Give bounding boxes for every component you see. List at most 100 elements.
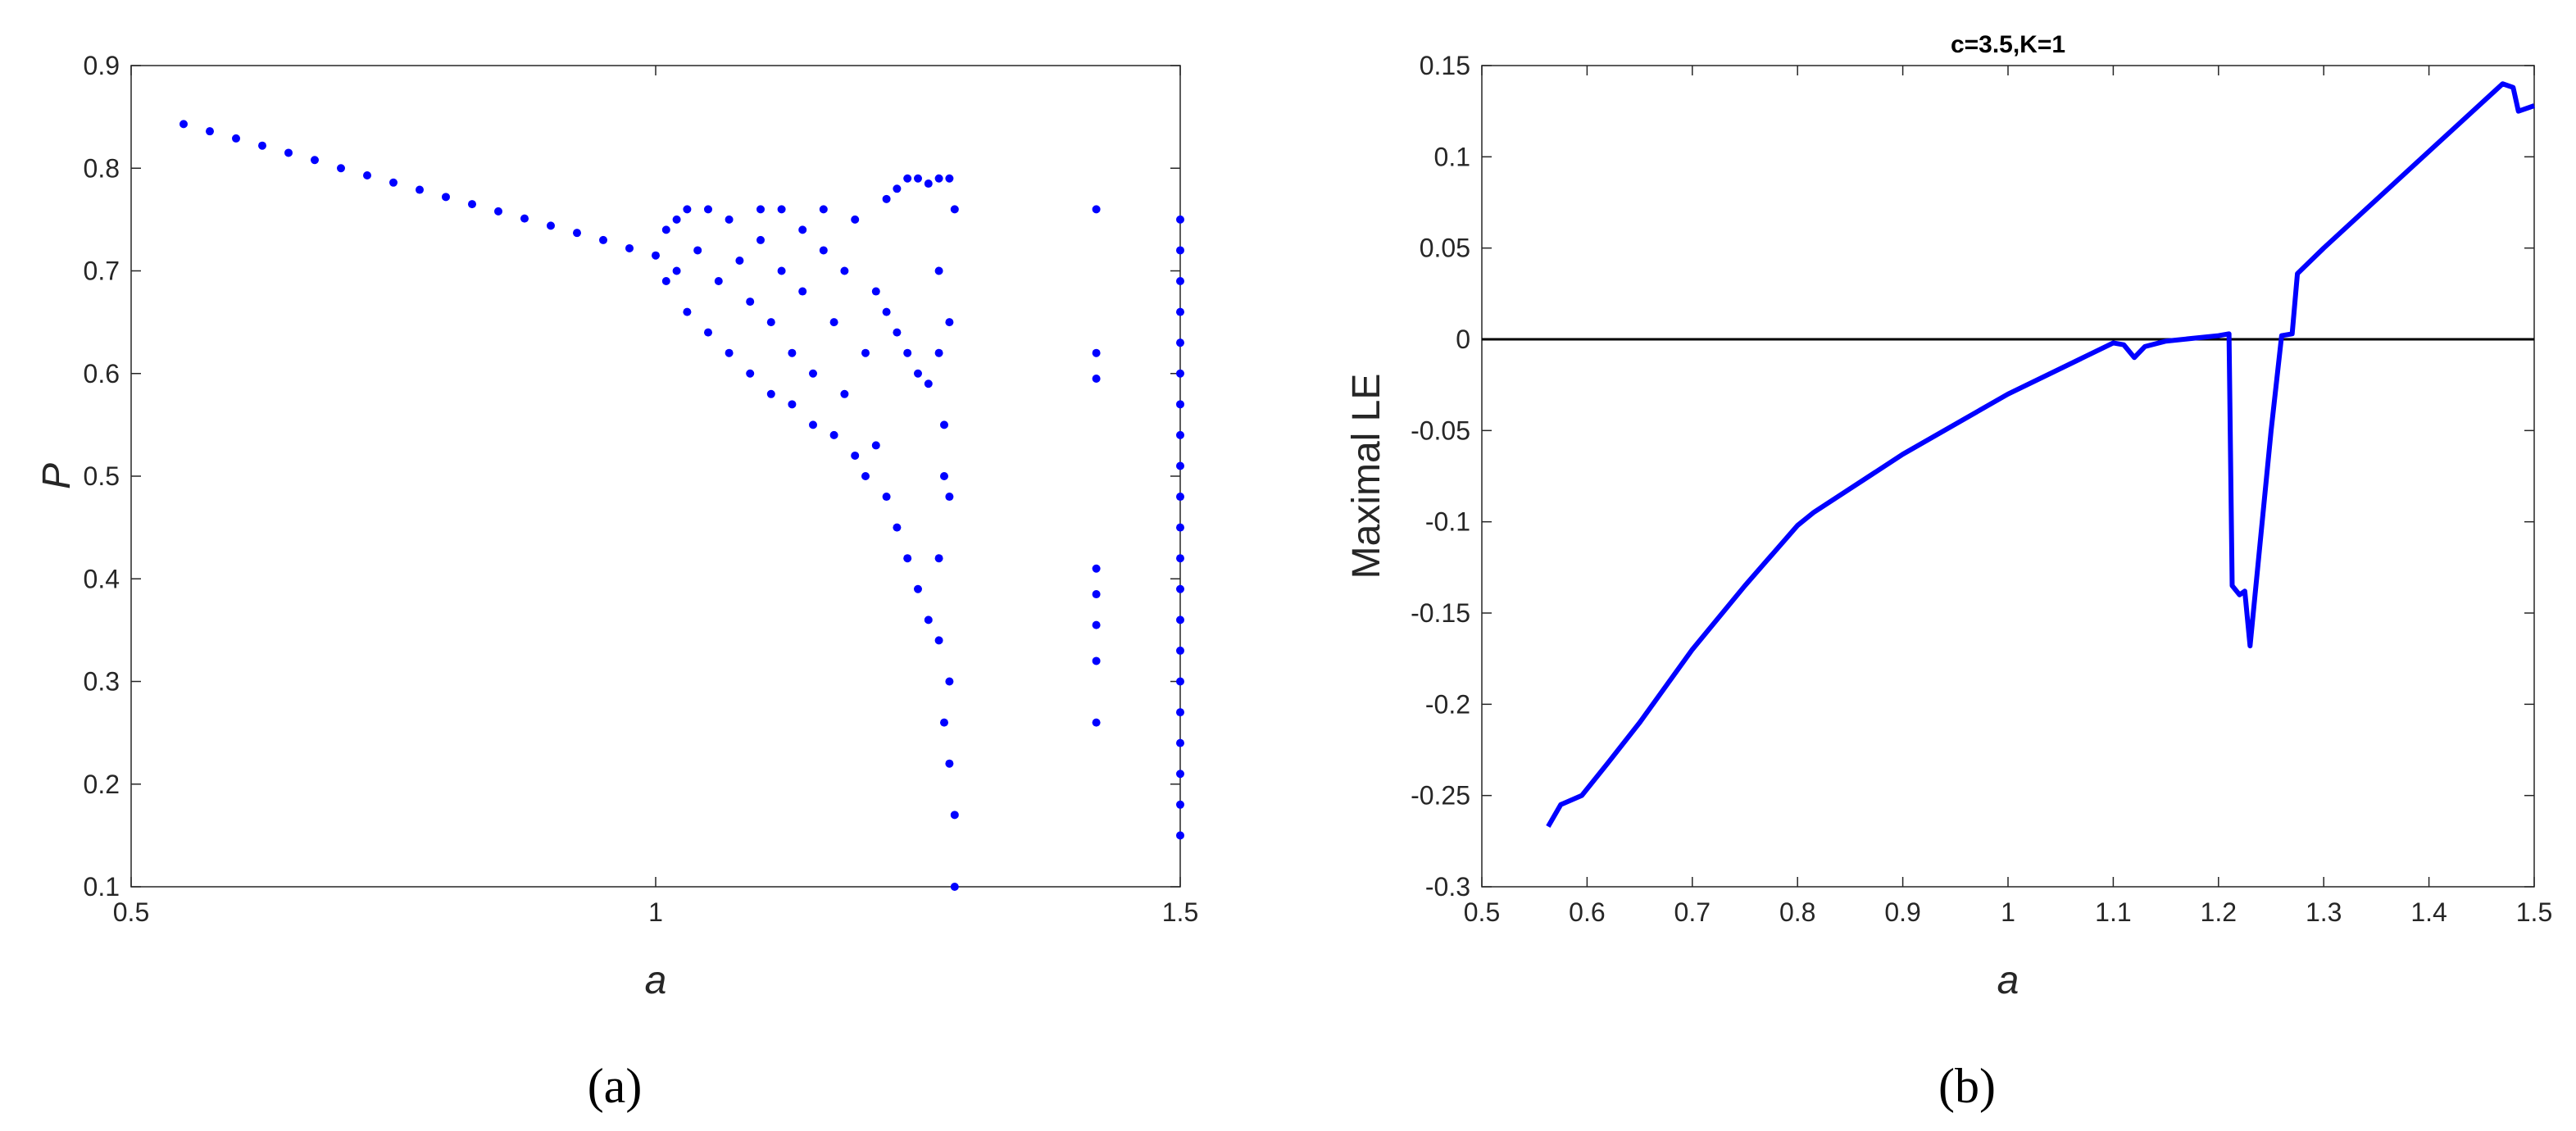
point	[1092, 348, 1101, 357]
y-tick-label: 0.5	[84, 461, 120, 491]
point	[520, 214, 529, 223]
point	[940, 718, 948, 727]
point	[756, 205, 765, 214]
point	[1176, 338, 1184, 347]
point	[934, 348, 943, 357]
point	[798, 225, 807, 234]
point	[914, 584, 922, 593]
line	[1546, 81, 2535, 829]
point	[1176, 646, 1184, 655]
point	[704, 205, 712, 214]
plot-frame	[1481, 65, 2535, 888]
point	[179, 120, 188, 129]
point	[840, 389, 849, 398]
y-axis-label: Maximal LE	[1345, 374, 1388, 579]
point	[903, 174, 912, 183]
point	[777, 205, 786, 214]
y-tick-label: 0.7	[84, 257, 120, 286]
point	[311, 156, 319, 165]
point	[1176, 493, 1184, 502]
point	[468, 200, 476, 209]
y-tick-label: 0.8	[84, 153, 120, 183]
point	[683, 307, 692, 316]
point	[661, 277, 670, 286]
point	[809, 420, 817, 429]
point	[788, 348, 797, 357]
point	[672, 266, 681, 275]
point	[1176, 246, 1184, 255]
point	[829, 430, 838, 439]
point	[945, 493, 954, 502]
point	[893, 328, 902, 337]
point	[950, 205, 959, 214]
point	[829, 318, 838, 327]
point	[206, 127, 214, 136]
point	[777, 266, 786, 275]
point	[871, 287, 880, 296]
point	[861, 348, 870, 357]
point	[714, 277, 723, 286]
point	[1176, 831, 1184, 840]
point	[924, 179, 933, 188]
point	[232, 134, 240, 143]
point	[1092, 620, 1101, 629]
y-tick-label: -0.15	[1411, 598, 1470, 628]
point	[725, 215, 734, 224]
point	[1176, 738, 1184, 747]
y-tick-label: 0.3	[84, 667, 120, 697]
x-tick-label: 1	[2001, 897, 2015, 927]
point	[788, 400, 797, 409]
point	[903, 554, 912, 563]
x-tick-label: 1.3	[2306, 897, 2342, 927]
point	[672, 215, 681, 224]
point	[945, 318, 954, 327]
x-tick-label: 0.6	[1569, 897, 1605, 927]
x-tick-label: 1.4	[2410, 897, 2447, 927]
point	[861, 472, 870, 480]
point	[573, 229, 581, 238]
point	[725, 348, 734, 357]
x-tick-label: 1.1	[2095, 897, 2131, 927]
point	[798, 287, 807, 296]
point	[940, 420, 948, 429]
point	[950, 811, 959, 820]
point	[924, 615, 933, 625]
point	[840, 266, 849, 275]
y-tick-label: -0.05	[1411, 416, 1470, 445]
point	[893, 184, 902, 193]
x-tick-label: 1.5	[2516, 897, 2552, 927]
point	[1176, 400, 1184, 409]
point	[882, 493, 891, 502]
caption: (b)	[1938, 1059, 1996, 1113]
y-tick-label: 0.9	[84, 51, 120, 80]
point	[934, 636, 943, 645]
point	[924, 379, 933, 388]
y-tick-label: -0.25	[1411, 781, 1470, 811]
x-tick-label: 0.9	[1884, 897, 1920, 927]
y-tick-label: 0.4	[84, 564, 120, 593]
y-tick-label: 0.1	[84, 872, 120, 902]
point	[1176, 770, 1184, 779]
y-tick-label: 0.1	[1434, 142, 1470, 171]
x-tick-label: 1.5	[1162, 897, 1198, 927]
point	[258, 141, 266, 150]
point	[746, 369, 755, 378]
point	[389, 178, 398, 187]
point	[1176, 800, 1184, 809]
x-axis-label: a	[1997, 959, 2019, 1002]
point	[1176, 615, 1184, 625]
point	[1176, 584, 1184, 593]
point	[809, 369, 817, 378]
point	[945, 677, 954, 686]
point	[766, 318, 775, 327]
point	[284, 148, 293, 157]
point	[494, 207, 502, 216]
x-axis-label: a	[645, 959, 667, 1002]
point	[882, 194, 891, 203]
point	[1176, 430, 1184, 439]
y-tick-label: -0.1	[1425, 507, 1470, 537]
point	[914, 174, 922, 183]
point	[871, 441, 880, 450]
point	[766, 389, 775, 398]
